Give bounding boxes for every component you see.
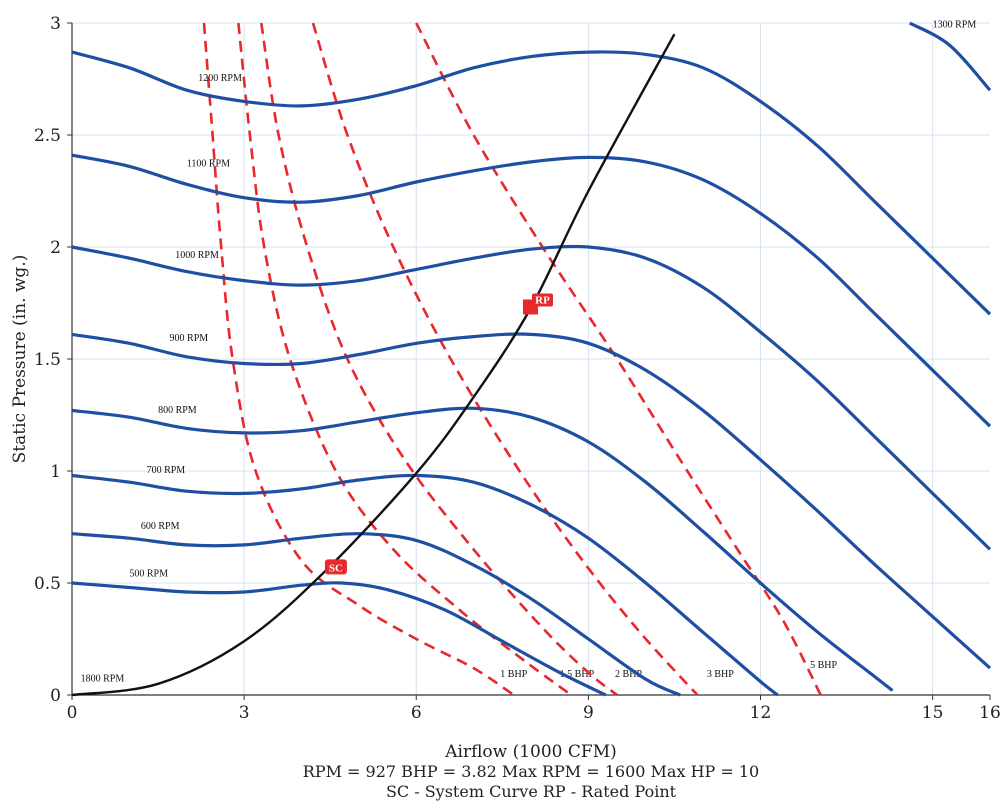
bhp-curve xyxy=(311,22,699,696)
rpm-curve xyxy=(908,21,992,92)
y-tick-labels: 0 0.5 1 1.5 2 2.5 3 xyxy=(34,14,72,706)
system-curve xyxy=(71,33,676,697)
y-tick-label: 0 xyxy=(50,686,61,706)
caption-legend: SC - System Curve RP - Rated Point xyxy=(386,782,677,801)
rpm-label: 1800 RPM xyxy=(81,674,125,685)
x-tick-label: 16 xyxy=(979,703,1001,723)
rpm-label: 800 RPM xyxy=(158,405,197,416)
rpm-curve xyxy=(71,406,894,692)
rpm-curve xyxy=(71,244,992,551)
x-tick-label: 12 xyxy=(750,703,772,723)
rated-point-label-bg xyxy=(532,293,553,307)
caption-stats: RPM = 927 BHP = 3.82 Max RPM = 1600 Max … xyxy=(303,762,759,781)
rated-point-label: RP xyxy=(535,294,550,306)
rpm-curves: 1300 RPM 1200 RPM 1100 RPM 1000 RPM 900 RPM 8… xyxy=(71,19,992,697)
rpm-label: 500 RPM xyxy=(129,568,168,579)
y-tick-label: 0.5 xyxy=(34,574,61,594)
rpm-label: 700 RPM xyxy=(147,465,186,476)
bhp-label: 1 BHP xyxy=(500,669,527,680)
rpm-label: 900 RPM xyxy=(170,333,209,344)
x-tick-label: 9 xyxy=(583,703,594,723)
x-tick-label: 6 xyxy=(411,703,422,723)
grid xyxy=(72,22,990,695)
y-tick-label: 2 xyxy=(50,238,61,258)
bhp-curve xyxy=(415,22,822,696)
x-tick-label: 3 xyxy=(239,703,250,723)
bhp-label: 5 BHP xyxy=(810,660,837,671)
y-axis-title: Static Pressure (in. wg.) xyxy=(10,255,30,464)
rpm-label: 1200 RPM xyxy=(198,73,242,84)
system-curve-line xyxy=(71,33,676,697)
rpm-curve xyxy=(71,153,992,428)
y-tick-label: 3 xyxy=(50,14,61,34)
bhp-label: 2 BHP xyxy=(615,669,642,680)
rpm-label: 1300 RPM xyxy=(933,19,977,30)
rpm-curve xyxy=(71,532,681,697)
x-tick-label: 0 xyxy=(67,703,78,723)
bhp-label: 1.5 BHP xyxy=(560,669,595,680)
x-tick-labels: 0 3 6 9 12 15 16 xyxy=(67,695,1001,723)
x-tick-label: 15 xyxy=(922,703,944,723)
bhp-curve xyxy=(202,22,515,697)
rpm-label: 600 RPM xyxy=(141,521,180,532)
rpm-curve xyxy=(71,581,607,697)
system-curve-marker-label: SC xyxy=(329,562,343,574)
x-axis-title: Airflow (1000 CFM) xyxy=(444,742,617,762)
bhp-curve xyxy=(260,22,618,697)
bhp-label: 3 BHP xyxy=(707,669,734,680)
rpm-curve xyxy=(71,332,992,670)
rpm-curve xyxy=(71,473,779,697)
rpm-label: 1100 RPM xyxy=(187,158,230,169)
rpm-curve xyxy=(71,50,992,316)
rpm-label: 1000 RPM xyxy=(175,250,219,261)
y-tick-label: 2.5 xyxy=(34,126,61,146)
y-tick-label: 1 xyxy=(50,462,61,482)
markers: SC RP xyxy=(324,293,553,575)
y-tick-label: 1.5 xyxy=(34,350,61,370)
system-curve-marker xyxy=(324,559,347,575)
